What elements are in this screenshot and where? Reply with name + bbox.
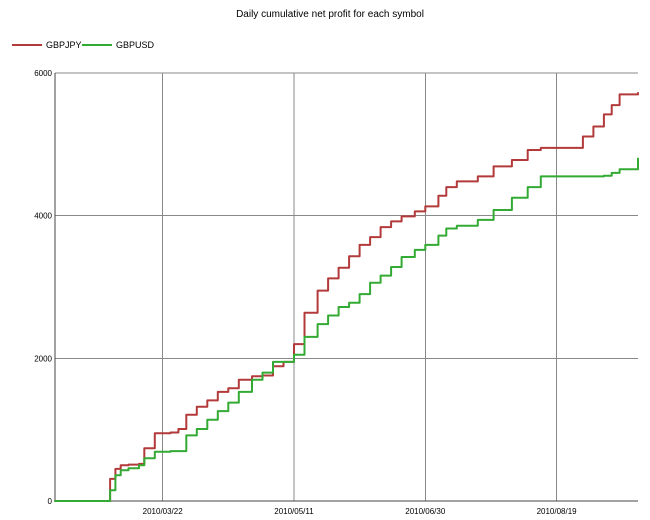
legend: GBPJPY GBPUSD <box>12 40 155 50</box>
x-tick-label-1: 2010/05/11 <box>274 507 314 516</box>
legend-label-gbpusd: GBPUSD <box>116 40 155 50</box>
series-layer <box>54 92 639 502</box>
series-line-gbpjpy <box>54 92 639 502</box>
y-tick-label-0: 0 <box>48 497 53 506</box>
y-tick-labels: 0 2000 4000 6000 <box>34 69 52 506</box>
gridlines <box>55 72 638 501</box>
x-tick-label-3: 2010/08/19 <box>537 507 578 516</box>
legend-label-gbpjpy: GBPJPY <box>46 40 82 50</box>
chart-title: Daily cumulative net profit for each sym… <box>236 9 424 20</box>
y-tick-label-1: 2000 <box>34 354 52 363</box>
axes <box>54 73 638 502</box>
x-tick-label-2: 2010/06/30 <box>405 507 446 516</box>
series-line-gbpusd <box>54 157 639 502</box>
y-tick-label-3: 6000 <box>34 69 52 78</box>
y-tick-label-2: 4000 <box>34 212 52 221</box>
x-tick-label-0: 2010/03/22 <box>143 507 184 516</box>
x-tick-labels: 2010/03/22 2010/05/11 2010/06/30 2010/08/19 <box>143 507 578 516</box>
plot-area: 2010/03/22 2010/05/11 2010/06/30 2010/08/19… <box>34 69 639 516</box>
